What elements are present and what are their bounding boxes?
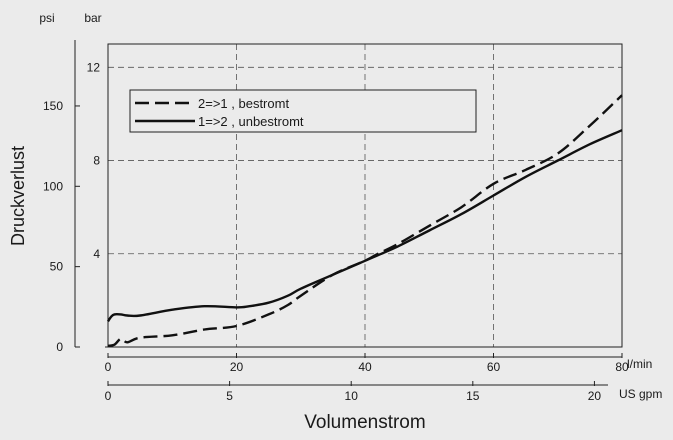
series-line-2 xyxy=(106,129,623,323)
y-tick-label-bar: 12 xyxy=(87,60,101,74)
x-tick-label-primary: 0 xyxy=(105,360,112,374)
x-tick-label-primary: 20 xyxy=(230,360,244,374)
legend-label-1: 2=>1 , bestromt xyxy=(198,96,289,111)
y-tick-label-psi: 50 xyxy=(50,260,64,274)
legend-label-2: 1=>2 , unbestromt xyxy=(198,114,304,129)
legend-box xyxy=(129,89,477,133)
grid xyxy=(108,44,622,347)
axes: 0 50 100 150 4 8 12 0 20 40 60 80 0 5 10 15 20 xyxy=(43,40,629,403)
x-tick-label-primary: 40 xyxy=(358,360,372,374)
x-tick-label-primary: 60 xyxy=(487,360,501,374)
y-axis-title: Druckverlust xyxy=(8,146,28,246)
series-group xyxy=(106,94,623,347)
x-tick-label-secondary: 15 xyxy=(466,389,480,403)
x-unit-secondary-label: US gpm xyxy=(619,387,662,401)
x-tick-label-secondary: 5 xyxy=(226,389,233,403)
y-tick-label-bar: 4 xyxy=(93,247,100,261)
x-tick-label-primary: 80 xyxy=(615,360,629,374)
y-unit-right-label: bar xyxy=(84,11,101,25)
y-tick-label-bar: 8 xyxy=(93,154,100,168)
x-tick-label-secondary: 0 xyxy=(105,389,112,403)
series-line-1 xyxy=(107,94,623,347)
y-tick-label-psi: 0 xyxy=(56,340,63,354)
plot-frame xyxy=(107,43,623,348)
y-tick-label-psi: 150 xyxy=(43,99,63,113)
x-tick-label-secondary: 20 xyxy=(588,389,602,403)
y-unit-left-label: psi xyxy=(39,11,54,25)
x-tick-label-secondary: 10 xyxy=(345,389,359,403)
x-axis-title: Volumenstrom xyxy=(304,412,425,433)
x-unit-primary-label: l/min xyxy=(627,357,652,371)
y-tick-label-psi: 100 xyxy=(43,179,63,193)
legend: 2=>1 , bestromt 1=>2 , unbestromt xyxy=(129,89,477,133)
